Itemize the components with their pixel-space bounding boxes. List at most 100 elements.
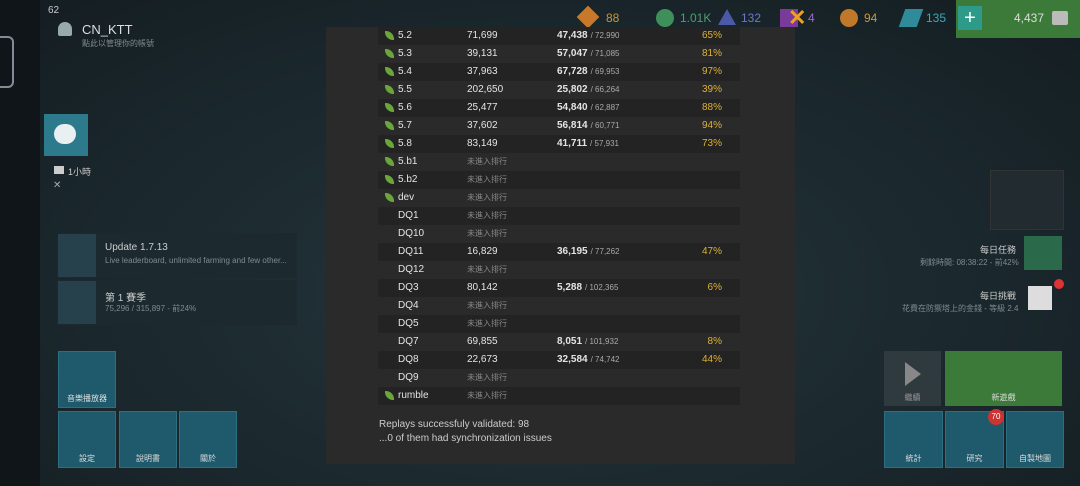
season-title: 第 1 賽季: [105, 293, 147, 304]
daily-quest[interactable]: 每日任務: [980, 245, 1017, 255]
quest-icon[interactable]: [1024, 236, 1062, 270]
table-row[interactable]: 5.b1 未進入排行: [378, 153, 740, 171]
daily-quest-info: 剩餘時間: 08:38:22 - 前42%: [920, 258, 1019, 267]
leaderboard-panel: Replays successfuly validated: 98 ...0 o…: [326, 27, 795, 464]
button-label: 統計: [905, 454, 922, 463]
table-row[interactable]: 5.5 202,650 25,802/ 66,264 39%: [378, 81, 740, 99]
res-icon: [780, 9, 798, 27]
table-row[interactable]: DQ3 80,142 5,288/ 102,365 6%: [378, 279, 740, 297]
season-panel[interactable]: [57, 280, 297, 325]
leaf-icon: [385, 121, 394, 130]
button-label: 說明書: [136, 454, 160, 463]
button-label: 設定: [79, 454, 95, 463]
map-name: rumble: [398, 390, 429, 401]
table-row[interactable]: DQ12 未進入排行: [378, 261, 740, 279]
unranked: 未進入排行: [467, 301, 507, 310]
best-score: 67,728: [557, 66, 588, 77]
stats-button[interactable]: 統計: [884, 411, 943, 468]
res-icon: [656, 9, 674, 27]
table-row[interactable]: 5.7 37,602 56,814/ 60,771 94%: [378, 117, 740, 135]
best-score: 56,814: [557, 120, 588, 131]
leaf-icon: [385, 157, 394, 166]
leaf-icon: [385, 31, 394, 40]
map-name: DQ11: [398, 246, 424, 257]
button-label: 新遊戲: [991, 393, 1016, 402]
percent: 39%: [701, 84, 722, 95]
table-row[interactable]: 5.2 71,699 47,438/ 72,990 65%: [378, 27, 740, 45]
custom-maps-button[interactable]: 自製地圖: [1006, 411, 1064, 468]
leaf-icon: [385, 85, 394, 94]
map-name: 5.4: [398, 66, 412, 77]
account-hint: 點此以管理你的帳號: [82, 39, 154, 48]
daily-challenge[interactable]: 每日挑戰: [980, 291, 1017, 301]
percent: 6%: [707, 282, 722, 293]
account-name[interactable]: CN_KTT: [82, 22, 133, 37]
best-score: 57,047: [557, 48, 588, 59]
percent: 97%: [701, 66, 722, 77]
account-icon[interactable]: [58, 22, 72, 36]
best-cell: 41,711/ 57,931: [557, 138, 619, 149]
unranked: 未進入排行: [467, 157, 507, 166]
res-value: 135: [926, 11, 947, 25]
score: 202,650: [467, 84, 504, 95]
leaf-icon: [385, 139, 394, 148]
table-row[interactable]: 5.6 25,477 54,840/ 62,887 88%: [378, 99, 740, 117]
best-cell: 8,051/ 101,932: [557, 336, 618, 347]
table-row[interactable]: DQ11 16,829 36,195/ 77,262 47%: [378, 243, 740, 261]
manual-button[interactable]: 說明書: [119, 411, 177, 468]
table-row[interactable]: DQ5 未進入排行: [378, 315, 740, 333]
news-panel[interactable]: [57, 233, 297, 278]
res-value: 4: [808, 11, 815, 25]
unranked: 未進入排行: [467, 319, 507, 328]
table-row[interactable]: DQ7 69,855 8,051/ 101,932 8%: [378, 333, 740, 351]
table-row[interactable]: 5.b2 未進入排行: [378, 171, 740, 189]
total: / 102,365: [585, 283, 619, 292]
table-row[interactable]: DQ10 未進入排行: [378, 225, 740, 243]
table-row[interactable]: 5.4 37,963 67,728/ 69,953 97%: [378, 63, 740, 81]
new-game-button[interactable]: 新遊戲: [945, 351, 1062, 406]
total: / 77,262: [590, 247, 620, 256]
calendar-icon[interactable]: [1028, 286, 1052, 310]
settings-button[interactable]: 設定: [58, 411, 116, 468]
news-icon: [58, 234, 96, 277]
best-score: 8,051: [557, 336, 583, 347]
table-row[interactable]: DQ1 未進入排行: [378, 207, 740, 225]
leaf-icon: [385, 103, 394, 112]
season-text: 75,296 / 315,897 - 前24%: [105, 304, 197, 313]
map-name: DQ3: [398, 282, 419, 293]
leaf-icon: [385, 175, 394, 184]
table-row[interactable]: 5.8 83,149 41,711/ 57,931 73%: [378, 135, 740, 153]
unranked: 未進入排行: [467, 211, 507, 220]
table-row[interactable]: rumble 未進入排行: [378, 387, 740, 405]
add-icon[interactable]: +: [958, 6, 982, 30]
close-icon[interactable]: ✕: [788, 5, 807, 30]
total: / 71,085: [590, 49, 620, 58]
best-score: 47,438: [557, 30, 588, 41]
back-icon[interactable]: [0, 36, 14, 88]
table-row[interactable]: DQ4 未進入排行: [378, 297, 740, 315]
map-name: 5.2: [398, 30, 412, 41]
score: 69,855: [467, 336, 498, 347]
fps: 62: [48, 5, 60, 16]
score: 22,673: [467, 354, 498, 365]
table-row[interactable]: DQ8 22,673 32,584/ 74,742 44%: [378, 351, 740, 369]
table-row[interactable]: dev 未進入排行: [378, 189, 740, 207]
map-name: 5.b1: [398, 156, 418, 167]
percent: 81%: [701, 48, 722, 59]
table-row[interactable]: 5.3 39,131 57,047/ 71,085 81%: [378, 45, 740, 63]
music-button[interactable]: 音樂播放器: [58, 351, 116, 408]
map-name: DQ1: [398, 210, 419, 221]
total: / 66,264: [590, 85, 620, 94]
res-icon: [898, 9, 924, 27]
map-name: 5.6: [398, 102, 412, 113]
percent: 8%: [707, 336, 722, 347]
percent: 73%: [701, 138, 722, 149]
map-name: DQ12: [398, 264, 425, 275]
map-name: 5.5: [398, 84, 412, 95]
unranked: 未進入排行: [467, 265, 507, 274]
score: 39,131: [467, 48, 498, 59]
table-row[interactable]: DQ9 未進入排行: [378, 369, 740, 387]
percent: 94%: [701, 120, 722, 131]
about-button[interactable]: 關於: [179, 411, 237, 468]
